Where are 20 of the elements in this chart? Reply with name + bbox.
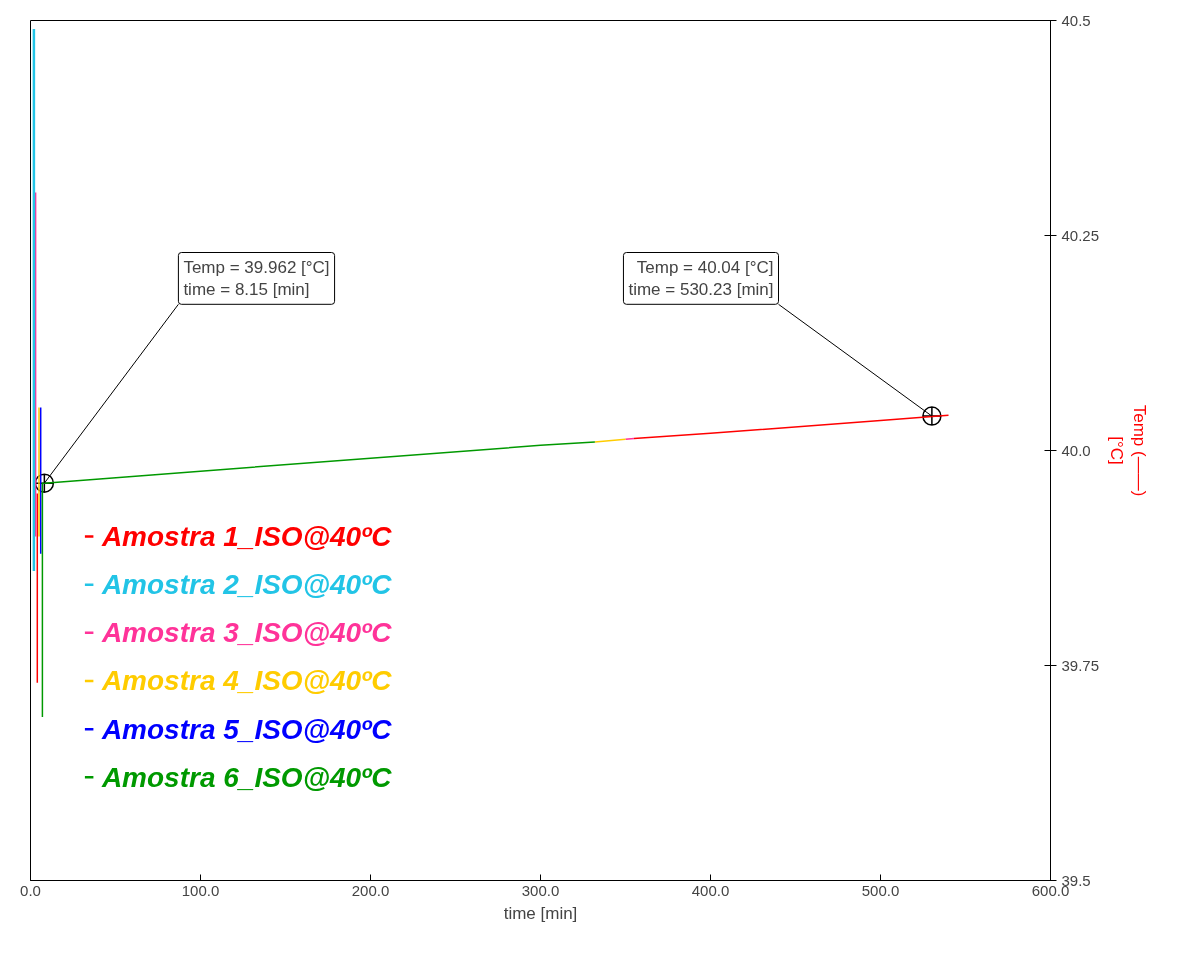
- x-axis-title: time [min]: [503, 903, 578, 923]
- y-tick-label: 39.75: [1061, 656, 1100, 674]
- y-tick-label: 40.5: [1061, 11, 1091, 29]
- x-tick-label: 300.0: [521, 881, 560, 899]
- x-tick-label: 400.0: [691, 881, 730, 899]
- legend-label: Amostra 1_ISO@40ºC: [100, 521, 393, 552]
- legend-label: Amostra 4_ISO@40ºC: [100, 665, 393, 697]
- annotation: Temp = 39.962 [°C] time = 8.15 [min]: [183, 257, 330, 300]
- y-tick-label: 40.25: [1061, 226, 1100, 244]
- y-tick-label: 40.0: [1061, 441, 1091, 459]
- legend-label: Amostra 6_ISO@40ºC: [100, 761, 393, 793]
- x-tick-label: 200.0: [351, 881, 390, 899]
- x-tick-label: 100.0: [181, 881, 220, 899]
- y-axis-title: Temp (——) [°C]: [1107, 404, 1149, 497]
- legend-label: Amostra 3_ISO@40ºC: [100, 617, 393, 649]
- legend-label: Amostra 5_ISO@40ºC: [100, 713, 393, 745]
- x-tick-label: 0.0: [20, 881, 41, 899]
- annotation: Temp = 40.04 [°C] time = 530.23 [min]: [628, 257, 774, 300]
- x-tick-label: 500.0: [861, 881, 900, 899]
- legend-label: Amostra 2_ISO@40ºC: [100, 569, 393, 601]
